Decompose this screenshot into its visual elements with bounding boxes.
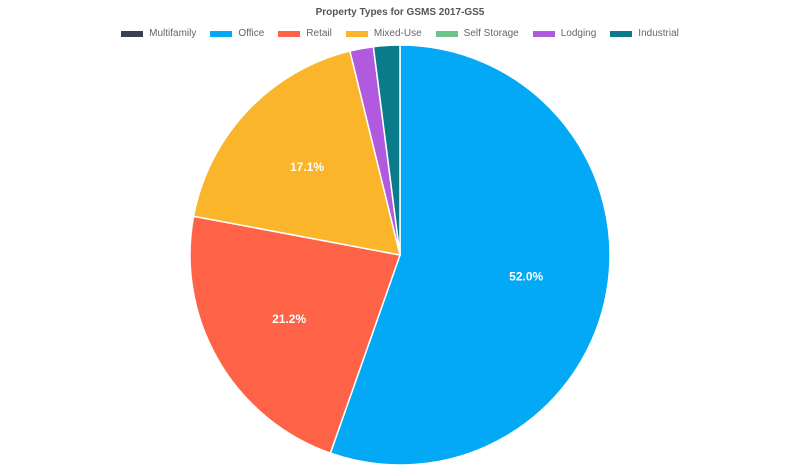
- legend-label: Retail: [306, 28, 332, 39]
- legend-label: Mixed-Use: [373, 28, 422, 39]
- legend-swatch-office: [210, 30, 233, 37]
- legend-swatch-retail: [278, 30, 301, 37]
- slice-label-retail: 21.2%: [272, 312, 306, 326]
- legend-swatch-multifamily: [121, 30, 144, 37]
- legend-label: Office: [238, 28, 265, 39]
- chart-title: Property Types for GSMS 2017-GS5: [315, 7, 485, 18]
- legend-swatch-industrial: [610, 30, 633, 37]
- legend-item-lodging[interactable]: Lodging: [532, 28, 597, 39]
- slice-label-office: 52.0%: [509, 270, 543, 284]
- legend-swatch-lodging: [532, 30, 555, 37]
- legend-item-office[interactable]: Office: [210, 28, 264, 39]
- legend-label: Lodging: [560, 28, 597, 39]
- pie-slice-retail[interactable]: [189, 215, 401, 455]
- legend-label: Multifamily: [149, 28, 197, 39]
- legend-swatch-mixed-use: [345, 30, 368, 37]
- legend-label: Industrial: [638, 28, 679, 39]
- legend-item-retail[interactable]: Retail: [278, 28, 332, 39]
- pie-slice-mixed-use[interactable]: [192, 50, 402, 256]
- legend: Multifamily Office Retail Mixed-Use Self…: [0, 28, 800, 39]
- legend-item-industrial[interactable]: Industrial: [610, 28, 679, 39]
- legend-item-mixed-use[interactable]: Mixed-Use: [345, 28, 422, 39]
- legend-swatch-self-storage: [435, 30, 458, 37]
- legend-item-self-storage[interactable]: Self Storage: [435, 28, 519, 39]
- pie-slice-industrial[interactable]: [372, 44, 401, 256]
- slice-label-mixed-use: 17.1%: [290, 160, 324, 174]
- legend-label: Self Storage: [463, 28, 519, 39]
- legend-item-multifamily[interactable]: Multifamily: [121, 28, 196, 39]
